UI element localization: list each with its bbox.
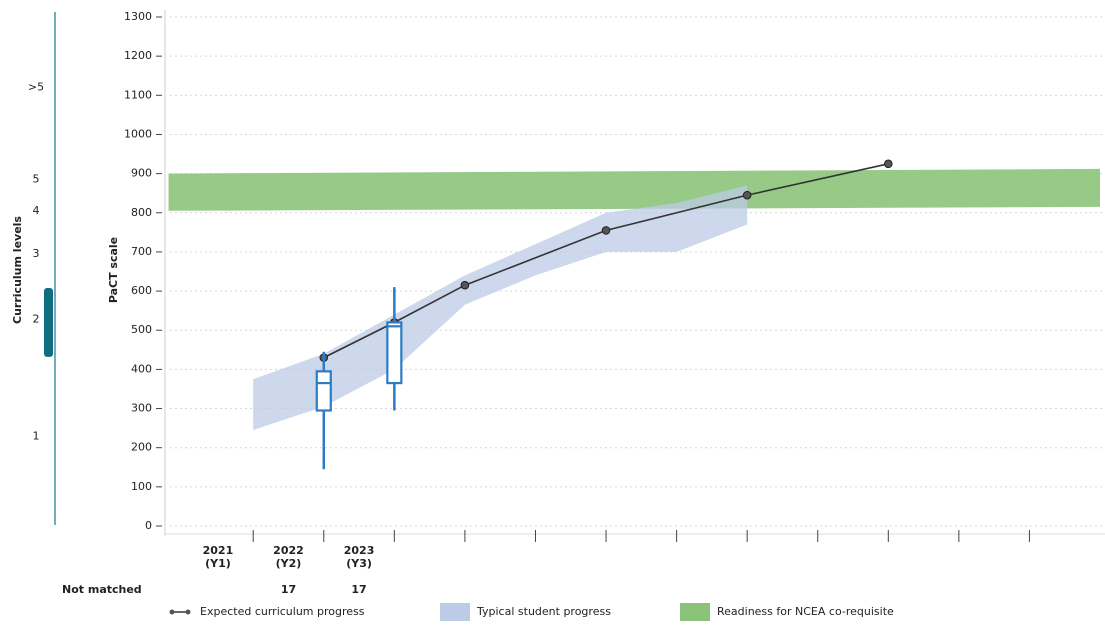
y-tick-label: 0 xyxy=(145,519,152,532)
y-tick-label: 1200 xyxy=(124,49,152,62)
level-axis-title: Curriculum levels xyxy=(11,216,24,324)
band xyxy=(168,168,1100,211)
level-label: 5 xyxy=(33,172,40,185)
row-label: Not matched xyxy=(62,583,142,596)
y-tick-label: 300 xyxy=(131,402,152,415)
legend-swatch xyxy=(680,603,710,621)
y-tick-label: 600 xyxy=(131,284,152,297)
x-tick-label: 2021 xyxy=(203,544,234,557)
box xyxy=(315,370,332,412)
series-point xyxy=(742,190,752,200)
legend-label: Expected curriculum progress xyxy=(200,605,365,618)
y-tick-label: 1100 xyxy=(124,88,152,101)
x-tick-label: 2023 xyxy=(344,544,375,557)
level-label: 3 xyxy=(33,247,40,260)
legend-label: Readiness for NCEA co-requisite xyxy=(717,605,894,618)
y-tick-label: 400 xyxy=(131,362,152,375)
level-highlight xyxy=(44,287,53,357)
y-tick-label: 200 xyxy=(131,441,152,454)
x-tick-label: 2022 xyxy=(273,544,304,557)
legend-label: Typical student progress xyxy=(476,605,611,618)
level-label: 1 xyxy=(33,430,40,443)
level-label: 2 xyxy=(33,313,40,326)
not-matched-value: 17 xyxy=(351,583,366,596)
y-tick-label: 1000 xyxy=(124,127,152,140)
y-tick-label: 800 xyxy=(131,206,152,219)
x-tick-label: (Y2) xyxy=(276,557,302,570)
y-tick-label: 700 xyxy=(131,245,152,258)
not-matched-value: 17 xyxy=(281,583,296,596)
y-tick-label: 500 xyxy=(131,323,152,336)
level-label: 4 xyxy=(33,204,40,217)
band xyxy=(253,185,748,431)
legend-swatch xyxy=(440,603,470,621)
y-axis-title: PaCT scale xyxy=(107,237,120,303)
x-tick-label: (Y1) xyxy=(205,557,231,570)
legend-marker xyxy=(185,609,191,615)
y-tick-label: 1300 xyxy=(124,10,152,23)
series-point xyxy=(884,159,893,169)
legend-marker xyxy=(169,609,175,615)
series-point xyxy=(460,280,470,290)
y-tick-label: 100 xyxy=(131,480,152,493)
y-tick-label: 900 xyxy=(131,167,152,180)
series-line xyxy=(323,163,889,359)
level-label: >5 xyxy=(28,80,44,93)
box xyxy=(386,321,403,385)
series-point xyxy=(601,226,611,235)
x-tick-label: (Y3) xyxy=(346,557,372,570)
